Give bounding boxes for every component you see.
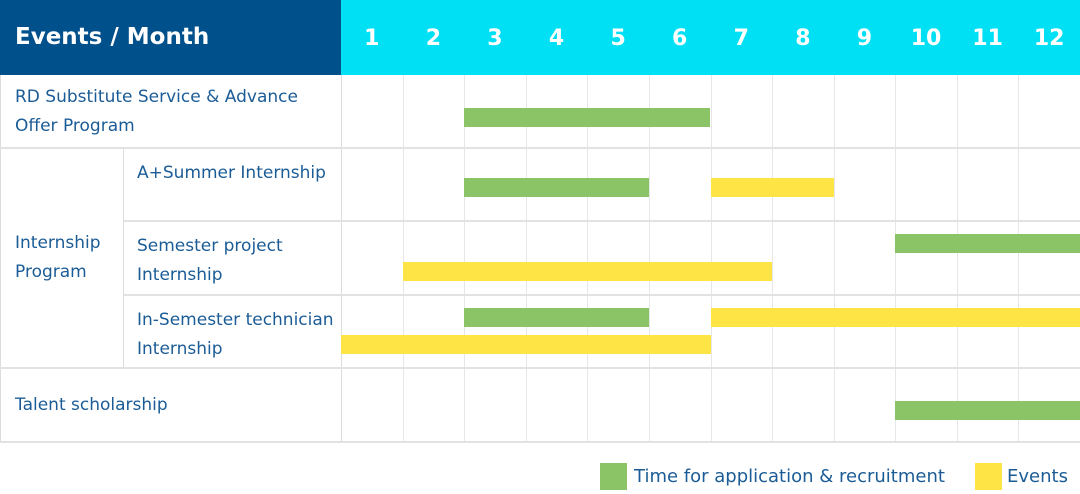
group-label-text: RD Substitute Service & Advance Offer Pr… (15, 86, 298, 136)
bar-events (710, 308, 1080, 327)
month-label: 2 (425, 26, 442, 51)
grid-vline (464, 75, 466, 442)
month-label: 11 (972, 26, 1003, 51)
grid-hline (0, 367, 1080, 369)
bar-application (895, 401, 1080, 420)
group-label: RD Substitute Service & Advance Offer Pr… (15, 83, 325, 141)
grid-border-left (0, 75, 1, 442)
corner-header: Events / Month (0, 0, 341, 75)
grid-vline (648, 75, 650, 442)
grid-vline (587, 75, 589, 442)
grid-vline (402, 75, 404, 442)
month-label: 3 (487, 26, 503, 51)
row-label: In-Semester technician Internship (137, 310, 334, 359)
row-label: A+Summer Internship (137, 163, 326, 183)
grid-hline (0, 441, 1080, 443)
group-label: Internship Program (15, 229, 120, 287)
month-label: 10 (910, 26, 942, 51)
grid-vline (341, 75, 342, 442)
month-label: 6 (672, 26, 688, 51)
row-label: Semester project Internship (137, 236, 283, 285)
grid-vline (123, 148, 124, 368)
month-label: 8 (795, 26, 811, 51)
grid-vline (772, 75, 774, 442)
bar-application (895, 234, 1080, 253)
month-label: 5 (610, 26, 626, 51)
group-label: Talent scholarship (15, 391, 325, 420)
month-label: 1 (364, 26, 380, 51)
group-label-text: Internship Program (15, 233, 101, 282)
grid-vline (895, 75, 897, 442)
grid-vline (710, 75, 712, 442)
month-header (341, 0, 1080, 75)
grid-vline (956, 75, 958, 442)
month-label: 12 (1033, 26, 1065, 51)
month-label: 4 (548, 26, 565, 51)
bar-application (464, 308, 649, 327)
group-label-text: Talent scholarship (15, 395, 168, 415)
month-label: 7 (733, 26, 749, 51)
grid-hline (0, 147, 1080, 149)
grid-vline (1018, 75, 1020, 442)
bar-events (710, 178, 834, 197)
bar-events (402, 262, 773, 281)
legend-label: Events (1007, 466, 1068, 487)
grid-vline (525, 75, 527, 442)
month-label: 9 (856, 26, 873, 51)
grid-hline (123, 220, 1080, 222)
bar-application (464, 178, 649, 197)
grid-hline (123, 294, 1080, 296)
bar-events (341, 335, 711, 354)
grid-vline (833, 75, 835, 442)
bar-application (464, 108, 711, 127)
legend-swatch-events (975, 463, 1002, 490)
legend-swatch-application (600, 463, 627, 490)
legend-label: Time for application & recruitment (634, 466, 945, 487)
